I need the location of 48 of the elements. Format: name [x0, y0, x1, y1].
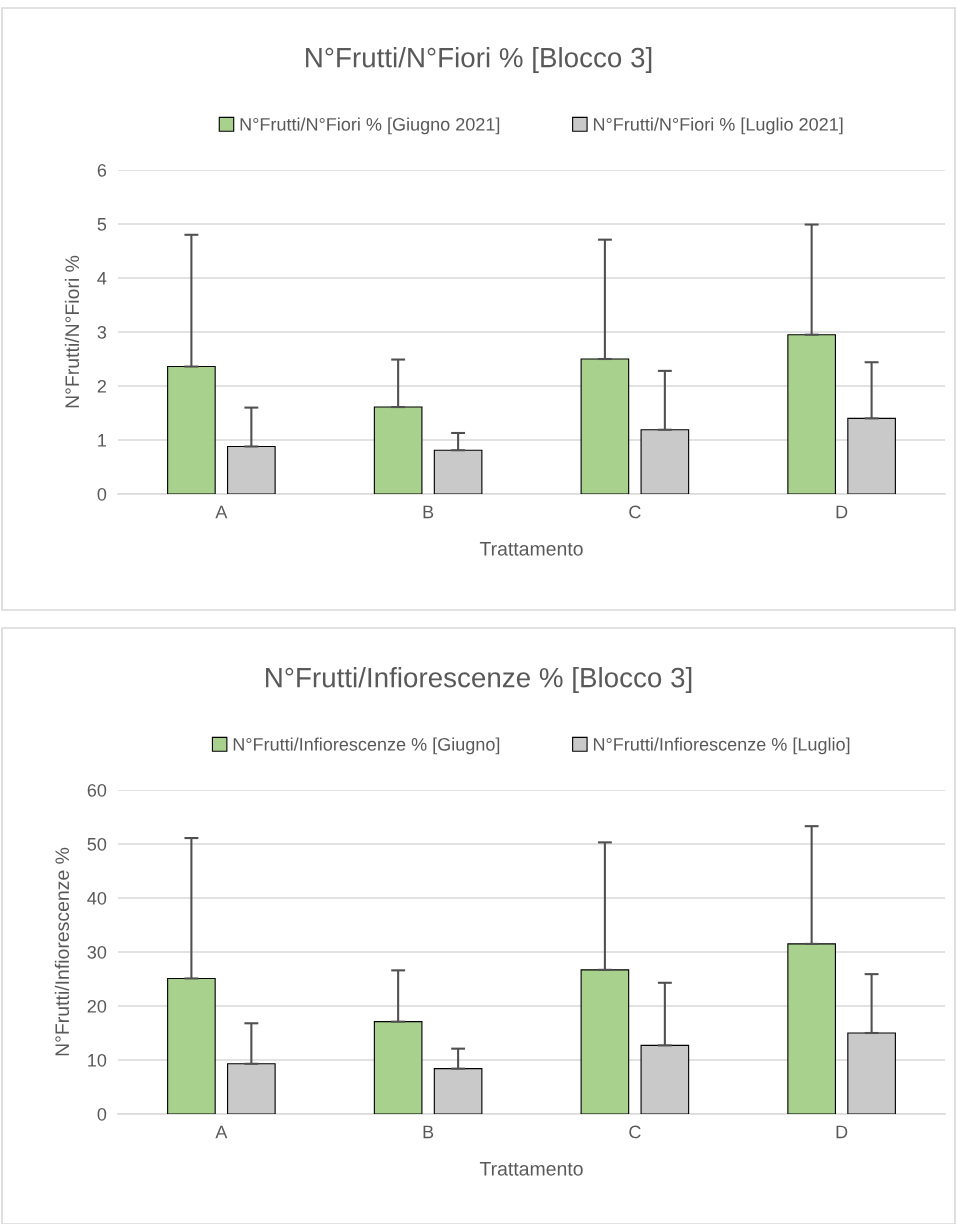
y-tick-label: 0 — [97, 487, 107, 501]
y-tick-label: 1 — [98, 434, 107, 447]
y-axis-title: N°Frutti/Infiorescenze % — [54, 847, 70, 1056]
x-tick-label: B — [423, 505, 434, 519]
bar — [227, 445, 276, 494]
bar — [433, 1068, 483, 1114]
bar — [787, 334, 836, 494]
x-tick-label: A — [215, 1125, 228, 1139]
y-tick-label: 20 — [87, 999, 107, 1013]
bar — [373, 406, 423, 494]
y-tick-label: 60 — [87, 783, 107, 797]
bar — [167, 977, 216, 1114]
legend-label: N°Frutti/N°Fiori % [Luglio 2021] — [593, 117, 843, 135]
x-tick-label: A — [215, 505, 228, 519]
chart-title: N°Frutti/Infiorescenze % [Blocco 3] — [266, 667, 692, 693]
bar — [847, 417, 896, 494]
bar — [847, 1032, 896, 1114]
y-tick-label: 30 — [87, 945, 107, 959]
y-tick-label: 0 — [97, 1107, 107, 1121]
bar — [167, 366, 216, 494]
y-tick-label: 40 — [87, 891, 107, 905]
legend-label: N°Frutti/N°Fiori % [Giugno 2021] — [240, 117, 500, 135]
x-axis-title: Trattamento — [479, 542, 583, 556]
x-axis-title: Trattamento — [479, 1162, 583, 1176]
bar — [640, 1044, 690, 1114]
y-tick-label: 6 — [97, 163, 107, 177]
chart-title: N°Frutti/N°Fiori % [Blocco 3] — [306, 47, 652, 73]
x-tick-label: B — [423, 1125, 434, 1139]
legend-label: N°Frutti/Infiorescenze % [Luglio] — [593, 737, 850, 755]
bar — [580, 358, 630, 494]
y-tick-label: 3 — [97, 325, 107, 339]
x-tick-label: D — [836, 505, 848, 519]
bar — [640, 429, 690, 494]
x-tick-label: C — [629, 1125, 641, 1139]
y-tick-label: 10 — [88, 1053, 107, 1067]
x-tick-label: D — [836, 1125, 848, 1139]
bar — [580, 969, 630, 1114]
legend-label: N°Frutti/Infiorescenze % [Giugno] — [233, 737, 500, 755]
bar — [373, 1021, 423, 1114]
bar — [433, 449, 483, 494]
y-tick-label: 50 — [87, 837, 107, 851]
y-axis-title: N°Frutti/N°Fiori % — [64, 255, 80, 408]
x-tick-label: C — [629, 505, 641, 519]
y-tick-label: 4 — [97, 272, 107, 285]
bar — [227, 1063, 276, 1114]
y-tick-label: 5 — [97, 218, 107, 231]
y-tick-label: 2 — [97, 379, 106, 393]
bar — [787, 943, 836, 1114]
